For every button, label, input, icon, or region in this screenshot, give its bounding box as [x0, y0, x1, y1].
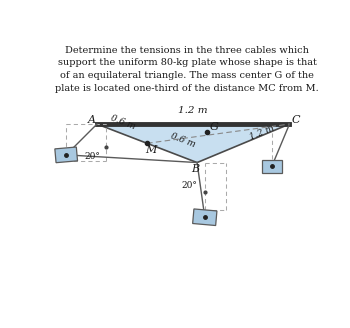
Polygon shape — [55, 147, 78, 163]
Text: M: M — [146, 145, 157, 155]
Text: C: C — [292, 114, 300, 125]
Text: G: G — [210, 122, 219, 132]
Text: 1.2 m: 1.2 m — [248, 123, 276, 141]
Text: A: A — [88, 114, 96, 125]
Polygon shape — [97, 124, 289, 163]
Text: 0.6 m: 0.6 m — [169, 132, 196, 150]
Text: 1.2 m: 1.2 m — [178, 106, 208, 115]
Text: 0.6 m: 0.6 m — [110, 113, 137, 131]
Text: 20°: 20° — [182, 181, 197, 190]
Text: Determine the tensions in the three cables which
support the uniform 80-kg plate: Determine the tensions in the three cabl… — [55, 46, 319, 93]
Text: B: B — [191, 164, 199, 174]
Polygon shape — [262, 160, 282, 173]
Polygon shape — [193, 209, 217, 226]
Text: 20°: 20° — [85, 152, 100, 161]
